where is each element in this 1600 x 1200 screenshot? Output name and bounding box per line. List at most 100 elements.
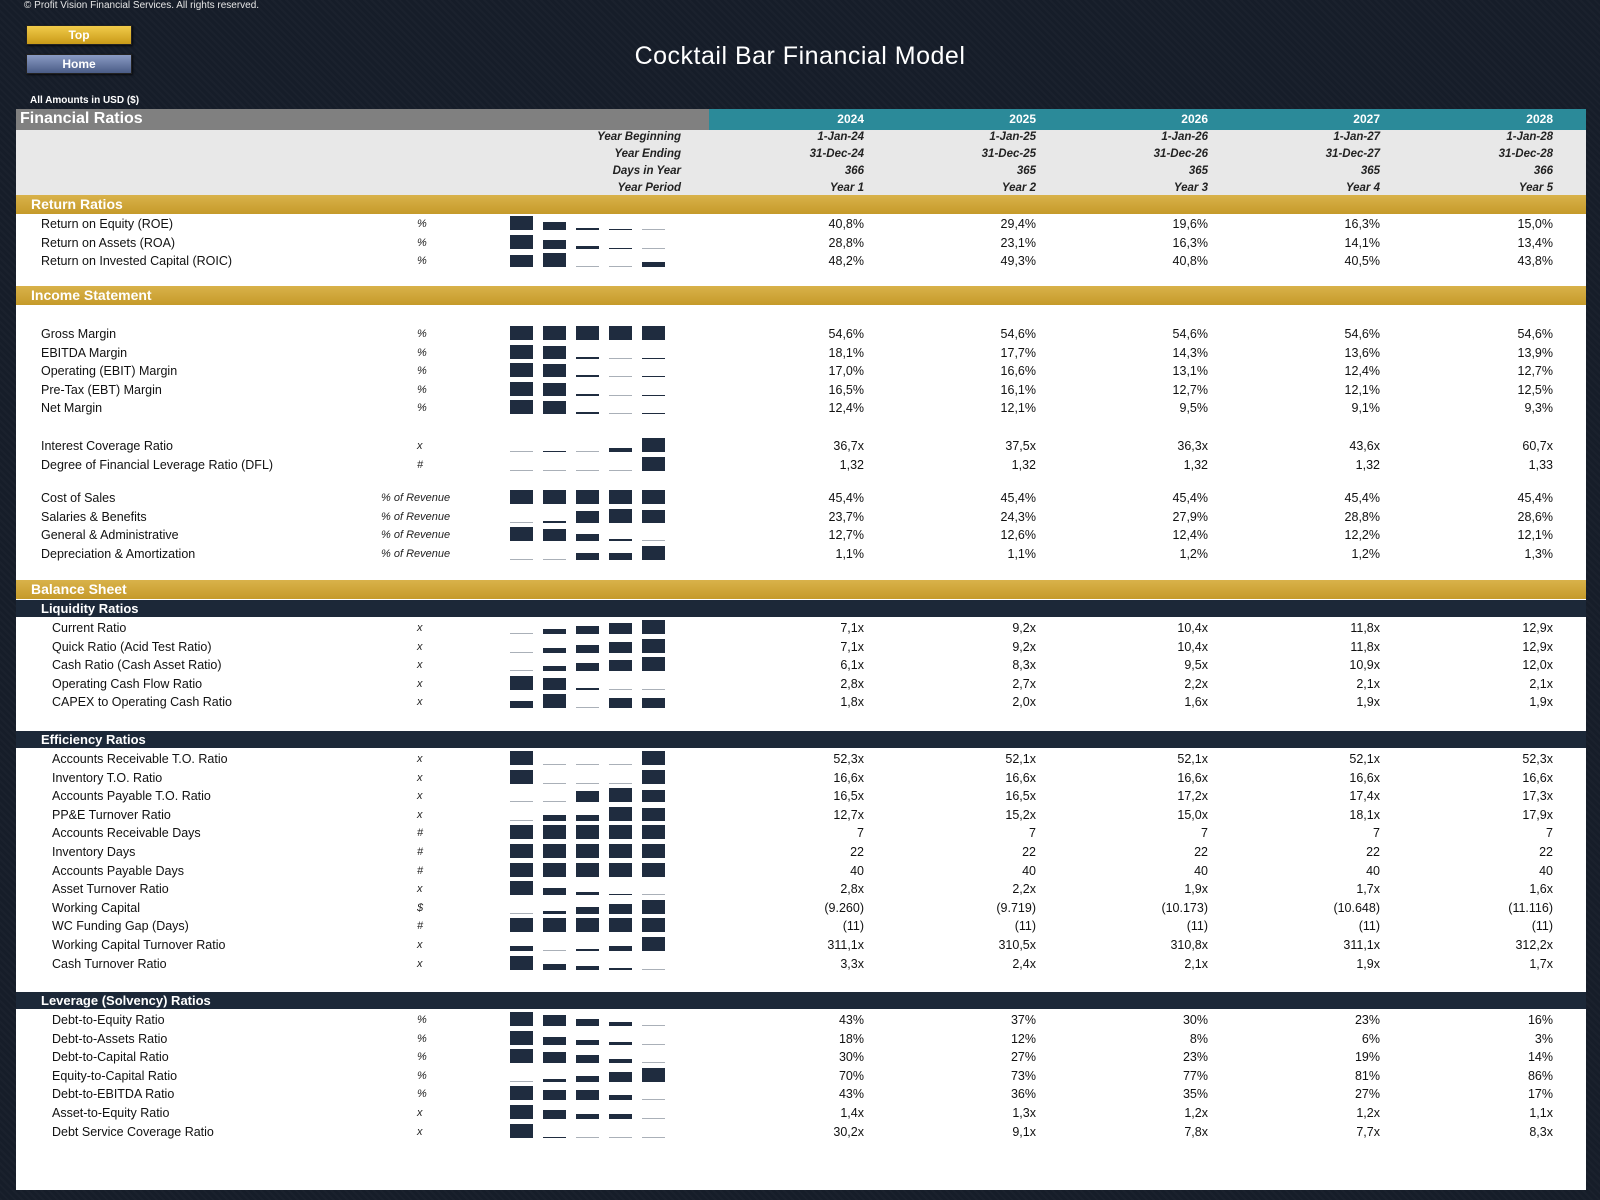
sparkline-bar [510,918,533,933]
sparkline-bar [576,510,599,523]
sparkline-bar [510,769,533,784]
ratio-value: 1,7x [1529,956,1553,971]
ratio-value: 12,6% [1000,528,1036,543]
ratio-value: 22 [1539,845,1553,859]
ratio-value: 8,3x [1529,1124,1553,1139]
sparkline-bar [510,490,533,504]
ratio-value: 16,6% [1000,364,1036,379]
ratio-value: 12,1% [1000,401,1036,416]
sparkline-bar [642,937,665,951]
ratio-value: 54,6% [1517,327,1553,341]
ratio-unit: % of Revenue [381,529,451,542]
ratio-unit: # [417,846,424,858]
ratio-value: 16,6x [1349,770,1380,785]
ratio-value: 54,6% [1000,327,1036,341]
ratio-value: (11) [1014,919,1036,934]
sparkline-bar [642,751,665,765]
sparkline-bar [642,899,665,914]
ratio-value: 1,33 [1528,457,1553,472]
sparkline-bar [576,626,599,634]
section-header-income-statement: Income Statement [16,286,1586,305]
ratio-label: Equity-to-Capital Ratio [52,1068,178,1083]
ratio-value: 49,3% [1000,254,1036,269]
info-row-value: 1-Jan-24 [817,131,864,143]
info-row-value: Year 5 [1518,182,1553,194]
ratio-unit: x [417,440,423,452]
ratio-value: 43,8% [1517,254,1553,269]
ratio-value: 36% [1010,1087,1036,1102]
sparkline-baseline [642,894,665,896]
sparkline-bar [642,394,665,396]
ratio-value: 2,1x [1356,676,1380,691]
ratio-value: 13,4% [1517,235,1553,250]
info-row-value: 1-Jan-25 [989,131,1036,143]
sparkline-bar [642,1067,665,1082]
ratio-label: Inventory T.O. Ratio [52,770,163,785]
info-row-value: Year 2 [1001,182,1036,194]
ratio-unit: x [417,622,423,634]
sparkline-bar [642,825,665,840]
ratio-value: (11) [1531,919,1553,934]
ratio-value: 37,5x [1005,439,1036,453]
ratio-label: Degree of Financial Leverage Ratio (DFL) [41,457,274,472]
ratio-value: 40,5% [1344,254,1380,269]
ratio-value: 40 [850,863,864,878]
sparkline-bar [576,534,599,542]
ratio-label: CAPEX to Operating Cash Ratio [52,695,232,710]
ratio-label: Cash Turnover Ratio [52,956,167,971]
ratio-unit: x [417,1125,423,1138]
ratio-value: 1,9x [1529,695,1553,710]
sparkline-bar [543,677,566,690]
sparkline-bar [543,825,566,840]
ratio-value: 2,4x [1012,956,1036,971]
sparkline-bar [543,1015,566,1026]
ratio-unit: x [417,696,423,709]
sparkline-baseline [510,819,533,821]
sparkline-bar [576,949,599,951]
sparkline-bar [510,216,533,230]
sparkline-baseline [510,801,533,803]
sparkline-baseline [576,707,599,709]
ratio-label: General & Administrative [41,528,179,543]
top-button[interactable]: Top [26,25,132,45]
info-row-label: Year Ending [614,148,681,160]
info-row-value: 365 [1360,165,1380,177]
year-header: 2024 [837,112,864,126]
home-button[interactable]: Home [26,54,132,74]
sparkline-baseline [543,801,566,803]
sparkline-bar [543,451,566,452]
ratio-value: 40 [1539,863,1553,878]
sparkline-baseline [510,521,533,523]
sparkline-bar [576,245,599,249]
ratio-value: 2,8x [840,676,864,691]
sparkline-bar [642,698,665,709]
ratio-label: Return on Assets (ROA) [41,235,176,250]
ratio-value: 43,6x [1349,439,1380,453]
ratio-value: 16% [1527,1013,1553,1027]
ratio-unit: % of Revenue [381,510,451,523]
sparkline-bar [510,1105,533,1119]
ratio-value: 45,4% [828,491,864,505]
ratio-unit: % [417,1069,427,1082]
sparkline-baseline [642,540,665,542]
ratio-value: (11) [1358,919,1380,934]
ratio-unit: x [417,771,423,784]
sparkline-bar [543,862,566,877]
ratio-value: 1,6x [1529,882,1553,897]
ratio-label: Working Capital Turnover Ratio [52,938,226,952]
ratio-value: 12,4% [1344,364,1380,379]
sparkline-bar [510,363,533,378]
sparkline-bar [609,918,632,933]
ratio-value: 12,0x [1522,658,1553,673]
ratio-value: 19% [1354,1050,1380,1065]
subsection-header: Liquidity Ratios [16,600,1586,617]
sparkline-bar [642,357,665,359]
sparkline-bar [576,490,599,504]
sparkline-bar [543,253,566,268]
ratio-unit: x [417,1107,423,1119]
ratio-value: 40 [1194,863,1208,878]
info-row-label: Days in Year [612,165,681,177]
ratio-value: 36,7x [833,439,864,453]
sparkline-bar [576,825,599,840]
sparkline-baseline [609,376,632,378]
